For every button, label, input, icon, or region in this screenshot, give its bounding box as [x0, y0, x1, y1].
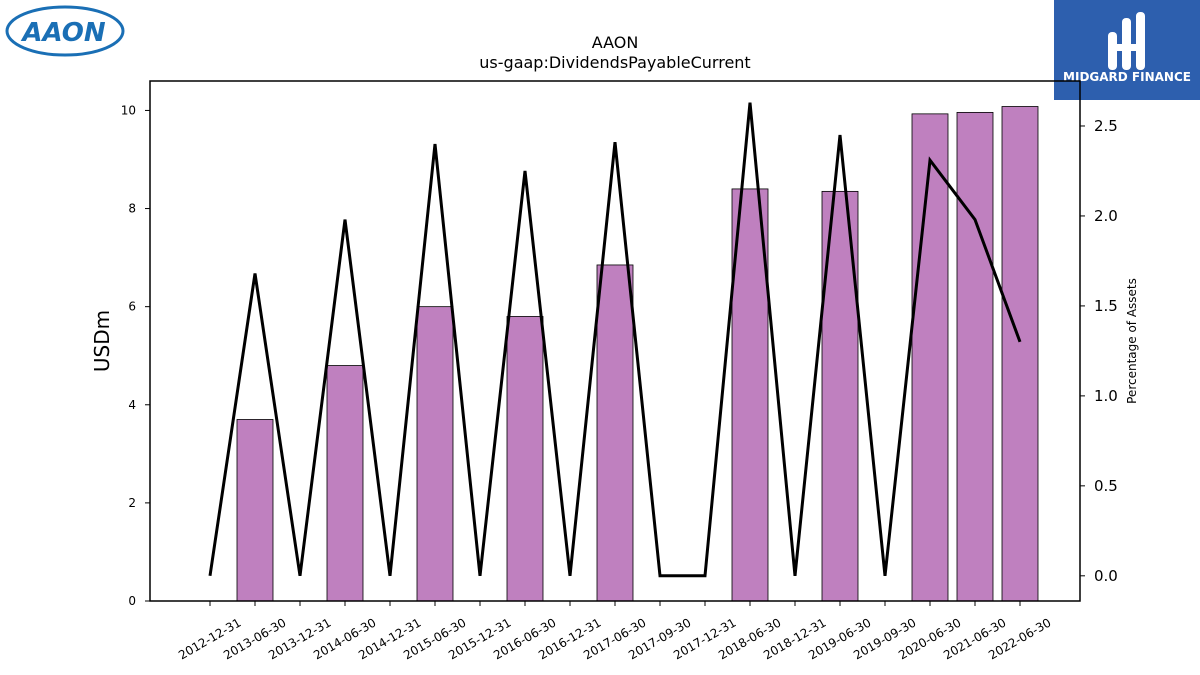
chart-subtitle: us-gaap:DividendsPayableCurrent — [479, 53, 750, 72]
bar-2014-06-30 — [326, 365, 364, 602]
y-left-tick-label: 0 — [128, 594, 136, 608]
logo-ellipse — [5, 5, 125, 57]
y-axis-right-title: Percentage of Assets — [1125, 278, 1139, 404]
bar-2016-06-30 — [506, 316, 544, 602]
bar-2022-06-30 — [1001, 106, 1039, 602]
y-right-tick-label: 0.5 — [1094, 477, 1118, 495]
brand-logo-text: MIDGARD FINANCE — [1063, 70, 1191, 84]
y-axis-right: 0.0 0.5 1.0 1.5 2.0 2.5 — [1080, 117, 1118, 585]
brand-logo: MIDGARD FINANCE — [1054, 0, 1200, 100]
bar-2018-06-30 — [731, 188, 769, 602]
y-right-tick-label: 1.0 — [1094, 387, 1118, 405]
y-left-tick-label: 4 — [128, 398, 136, 412]
y-axis-left: 0 2 4 6 8 10 — [121, 103, 150, 608]
x-axis: 2012-12-312013-06-302013-12-312014-06-30… — [176, 601, 1054, 662]
chart-title: AAON — [592, 33, 639, 52]
bar-2020-06-30 — [911, 113, 949, 602]
company-logo-text: AAON — [20, 18, 106, 48]
brand-mark-icon — [1108, 12, 1145, 70]
y-left-tick-label: 8 — [128, 202, 136, 216]
line-series — [208, 102, 1022, 578]
y-left-tick-label: 2 — [128, 496, 136, 510]
y-left-tick-label: 10 — [121, 103, 136, 117]
bar-2021-06-30 — [956, 111, 994, 602]
bar-2015-06-30 — [416, 306, 454, 602]
y-left-tick-label: 6 — [128, 300, 136, 314]
y-right-tick-label: 0.0 — [1094, 567, 1118, 585]
bar-2013-06-30 — [236, 419, 274, 602]
y-right-tick-label: 2.0 — [1094, 207, 1118, 225]
y-right-tick-label: 1.5 — [1094, 297, 1118, 315]
bar-2017-06-30 — [596, 264, 634, 602]
y-axis-left-title: USDm — [90, 310, 114, 372]
company-logo: AAON — [5, 5, 125, 57]
y-right-tick-label: 2.5 — [1094, 117, 1118, 135]
